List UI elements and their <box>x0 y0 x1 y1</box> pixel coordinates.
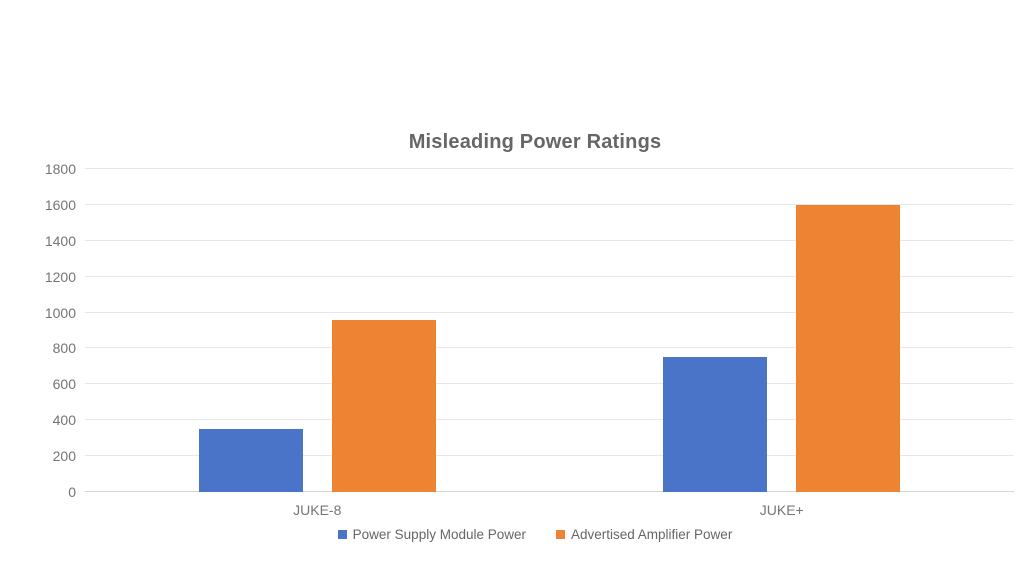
x-tick-label-juke-8: JUKE-8 <box>293 502 342 518</box>
y-tick-label: 1000 <box>44 304 76 321</box>
plot-area: JUKE-8 JUKE+ <box>85 168 1014 518</box>
chart-title: Misleading Power Ratings <box>408 131 662 153</box>
gridline-y-1600 <box>85 203 1014 205</box>
gridline-y-600 <box>85 383 1014 385</box>
gridline-y-1000 <box>85 311 1014 313</box>
x-tick-label-juke+: JUKE+ <box>759 502 804 518</box>
legend-swatch-icon <box>337 530 347 539</box>
gridline-y-400 <box>85 419 1014 421</box>
y-tick-label: 1800 <box>44 161 76 177</box>
gridline-y-1800 <box>85 168 1014 169</box>
y-tick-label: 800 <box>52 340 76 357</box>
gridline-y-200 <box>85 455 1014 457</box>
y-tick-label: 600 <box>52 376 76 393</box>
gridline-y-0 <box>85 491 1014 492</box>
legend-swatch-icon <box>556 530 565 539</box>
legend-label: Advertised Amplifier Power <box>571 527 733 542</box>
legend-entry-1: Advertised Amplifier Power <box>556 527 732 542</box>
y-tick-label: 0 <box>68 484 76 500</box>
legend-entry-0: Power Supply Module Power <box>337 527 526 542</box>
y-tick-label: 400 <box>52 412 76 429</box>
gridline-y-800 <box>85 347 1014 349</box>
bar-juke-8-series-0 <box>198 429 303 492</box>
gridline-y-1200 <box>85 275 1014 277</box>
bar-juke+-series-1 <box>796 204 901 492</box>
y-tick-label: 200 <box>52 448 76 465</box>
bar-juke+-series-0 <box>663 357 768 492</box>
gridline-y-1400 <box>85 239 1014 241</box>
legend-label: Power Supply Module Power <box>352 527 526 542</box>
bar-juke-8-series-1 <box>331 319 436 492</box>
y-tick-label: 1400 <box>44 232 76 249</box>
y-axis-labels: 0 200 400 600 800 1000 1200 1400 1600 1800 <box>0 162 76 499</box>
y-tick-label: 1200 <box>44 268 76 285</box>
y-tick-label: 1600 <box>44 196 76 213</box>
chart-legend: Power Supply Module Power Advertised Ampl… <box>46 526 1024 543</box>
